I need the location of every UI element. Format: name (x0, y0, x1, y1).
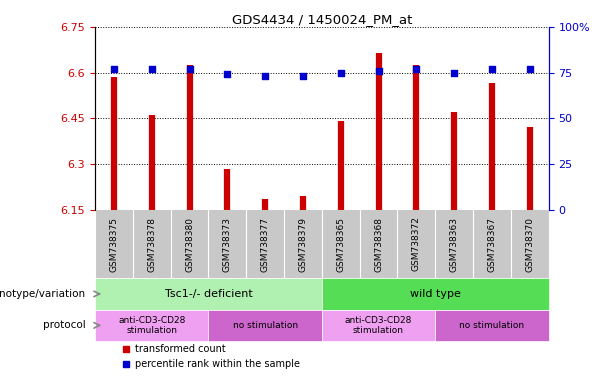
Text: GSM738367: GSM738367 (487, 217, 497, 271)
Point (373, 68, 384, 74)
Text: no stimulation: no stimulation (232, 321, 298, 330)
Text: GSM738379: GSM738379 (299, 217, 308, 271)
Bar (435, 310, 549, 341)
Legend: transformed count, percentile rank within the sample: transformed count, percentile rank withi… (123, 344, 300, 369)
Point (298, 73, 308, 79)
Text: GSM738363: GSM738363 (449, 217, 459, 271)
Point (411, 66, 421, 72)
Text: GSM738370: GSM738370 (525, 217, 535, 271)
Text: GSM738380: GSM738380 (185, 217, 194, 271)
Text: GSM738372: GSM738372 (412, 217, 421, 271)
Text: GSM738375: GSM738375 (109, 217, 118, 271)
Text: anti-CD3-CD28
stimulation: anti-CD3-CD28 stimulation (345, 316, 412, 335)
Text: GSM738378: GSM738378 (147, 217, 156, 271)
Bar (208, 310, 322, 341)
Text: GSM738368: GSM738368 (374, 217, 383, 271)
Point (109, 66, 119, 72)
Bar (95, 310, 208, 341)
Text: GSM738373: GSM738373 (223, 217, 232, 271)
Point (336, 70, 346, 76)
Bar (322, 310, 435, 341)
Point (147, 66, 156, 72)
Text: GSM738377: GSM738377 (261, 217, 270, 271)
Point (525, 66, 535, 72)
Bar (95, 278, 322, 310)
Text: anti-CD3-CD28
stimulation: anti-CD3-CD28 stimulation (118, 316, 185, 335)
Title: GDS4434 / 1450024_PM_at: GDS4434 / 1450024_PM_at (232, 13, 412, 26)
Text: Tsc1-/- deficient: Tsc1-/- deficient (164, 289, 253, 299)
Text: wild type: wild type (410, 289, 460, 299)
Text: no stimulation: no stimulation (459, 321, 525, 330)
Point (449, 70, 459, 76)
Bar (322, 278, 549, 310)
Point (185, 66, 194, 72)
Point (487, 66, 497, 72)
Point (260, 73, 270, 79)
Text: protocol: protocol (43, 320, 86, 330)
Text: GSM738365: GSM738365 (336, 217, 345, 271)
Text: genotype/variation: genotype/variation (0, 289, 86, 299)
Point (223, 71, 232, 78)
